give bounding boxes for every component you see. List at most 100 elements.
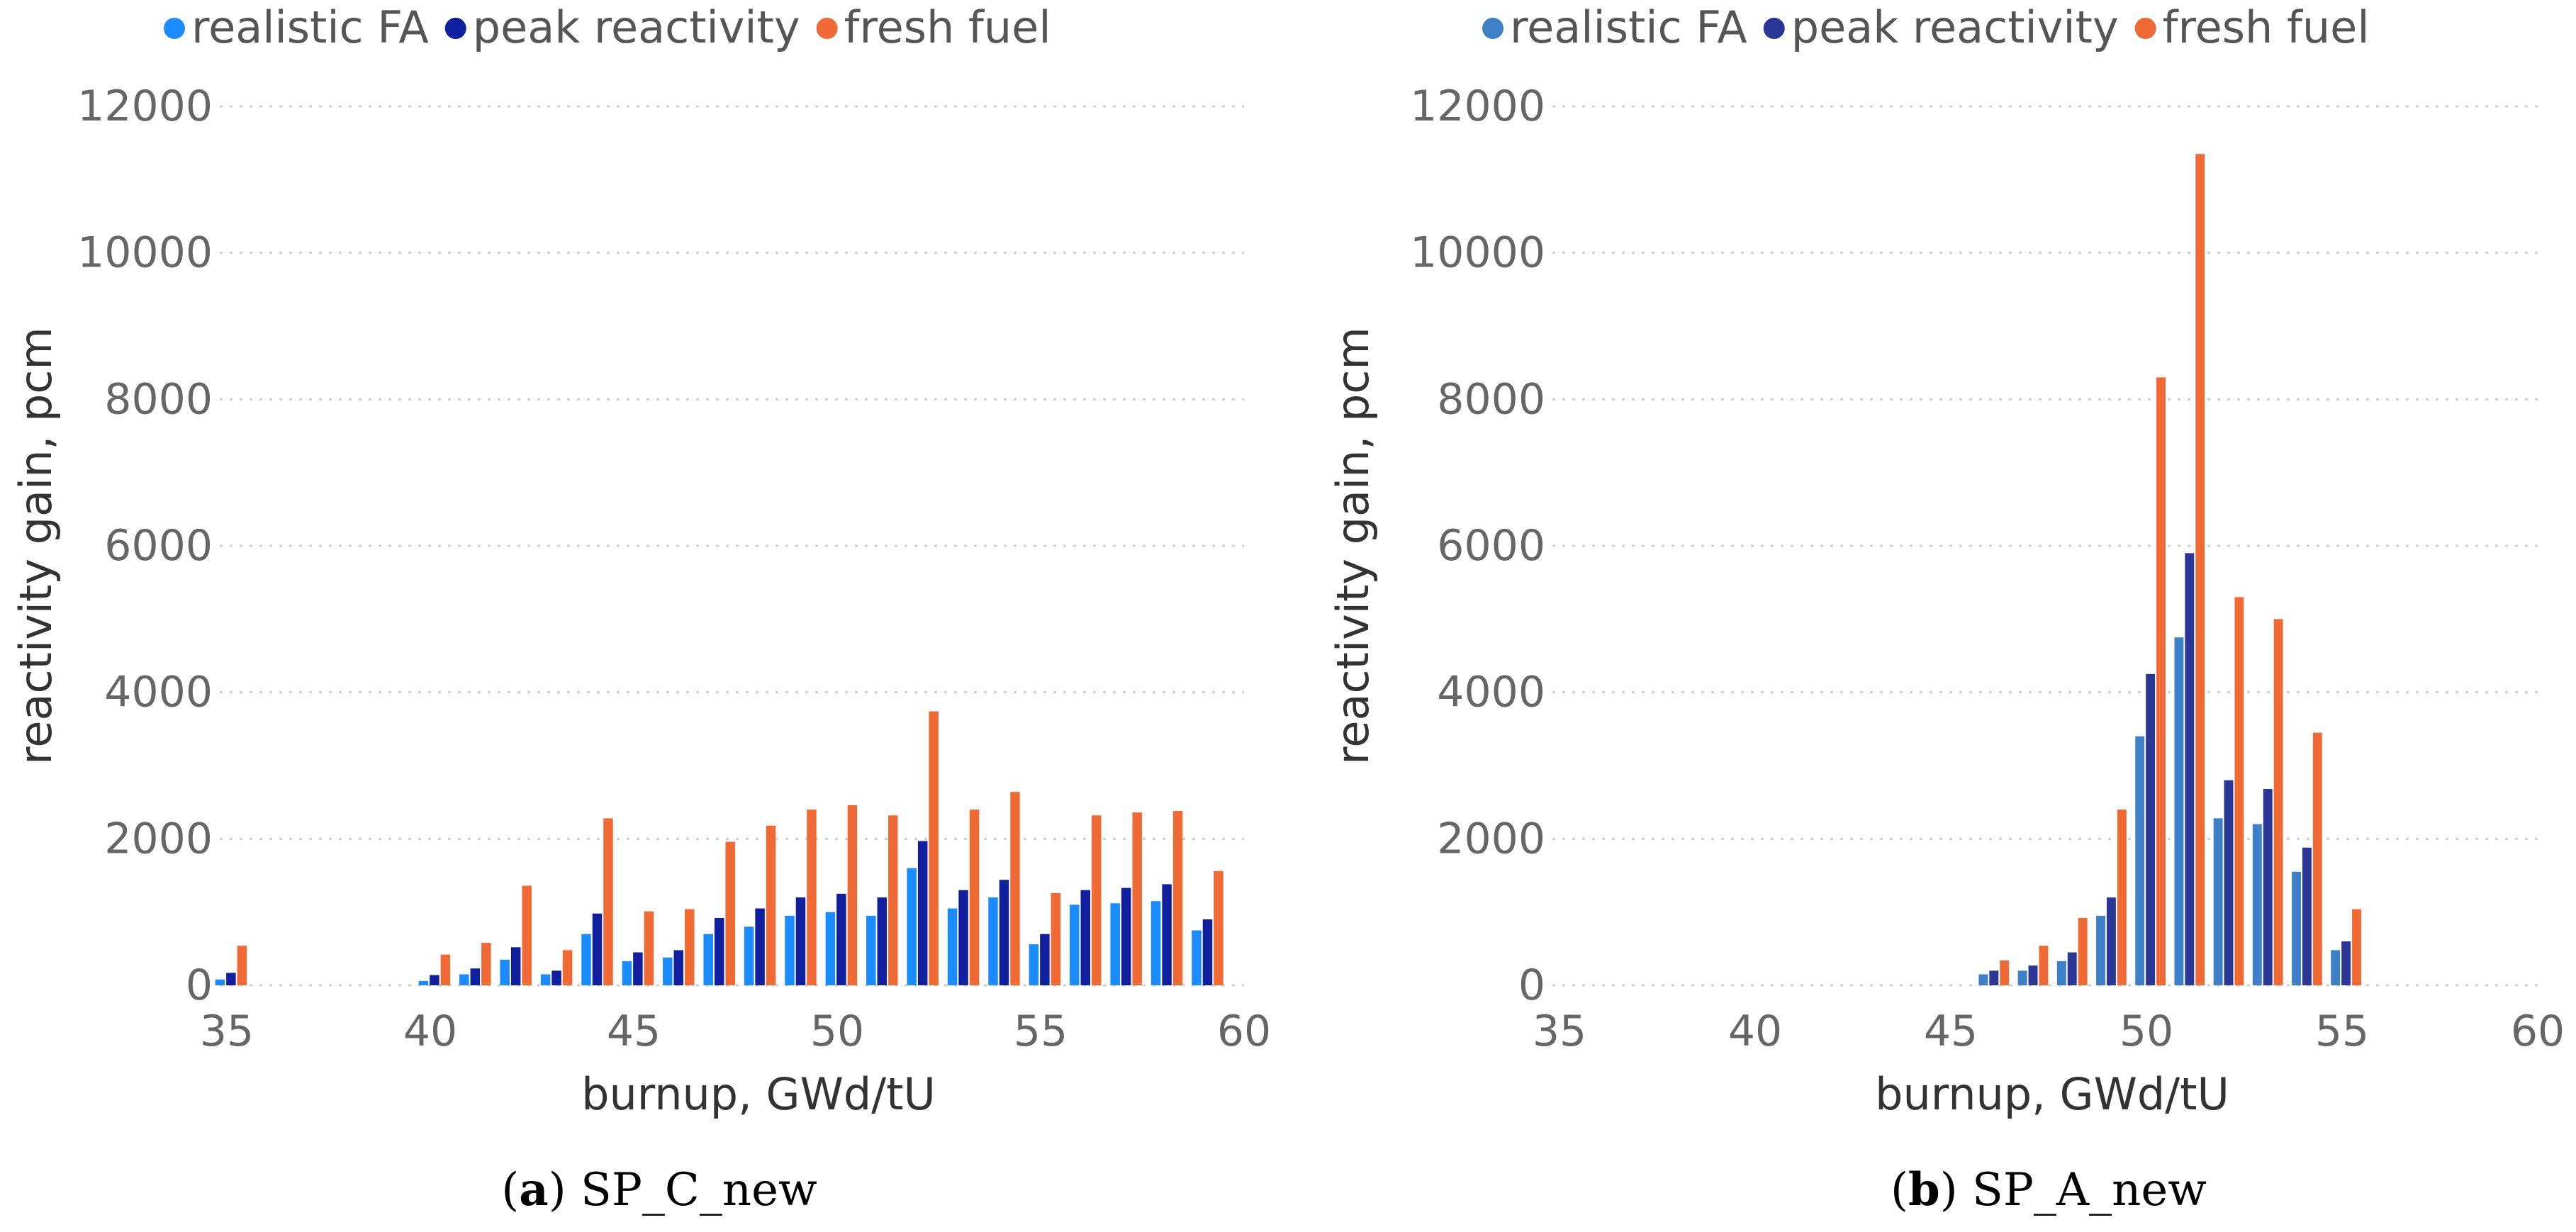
bar-fresh-fuel — [1172, 811, 1183, 985]
chart-panel-b: 0 2000 4000 6000 8000 10000 12000 35 40 45 50 55 60… — [1327, 1, 2565, 1216]
bar-peak-reactivity — [795, 897, 806, 985]
bar-peak-reactivity — [430, 975, 439, 985]
chart-panel-a: 0 2000 4000 6000 8000 10000 12000 35 40 45 50 55 60… — [10, 1, 1271, 1216]
bar-fresh-fuel — [969, 810, 980, 985]
bar-fresh-fuel — [2273, 619, 2283, 985]
grid-lines — [1552, 105, 2538, 987]
bar-realistic-fa — [2174, 637, 2184, 985]
legend-marker — [2134, 18, 2156, 39]
bar-peak-reactivity — [2146, 673, 2156, 985]
y-tick-label: 8000 — [104, 374, 213, 424]
bar-realistic-fa — [622, 961, 632, 985]
bar-fresh-fuel — [2352, 909, 2361, 985]
grid-lines — [220, 105, 1244, 987]
bar-realistic-fa — [1029, 944, 1039, 985]
y-tick-label: 2000 — [1437, 814, 1545, 863]
bar-realistic-fa — [2135, 736, 2145, 985]
bar-fresh-fuel — [2234, 597, 2244, 985]
bar-fresh-fuel — [1051, 892, 1061, 985]
x-tick-label: 55 — [2315, 1007, 2369, 1056]
legend: realistic FA peak reactivity fresh fuel — [164, 1, 1051, 53]
bar-realistic-fa — [2056, 961, 2066, 985]
x-tick-label: 45 — [607, 1007, 661, 1056]
bar-fresh-fuel — [440, 954, 451, 985]
bar-peak-reactivity — [1989, 970, 1999, 985]
bar-realistic-fa — [2213, 818, 2223, 985]
bar-realistic-fa — [703, 934, 713, 985]
y-tick-labels: 0 2000 4000 6000 8000 10000 12000 — [77, 82, 213, 1010]
bar-peak-reactivity — [2185, 553, 2195, 985]
bar-peak-reactivity — [958, 890, 968, 985]
caption: (b) SP_A_new — [1891, 1163, 2207, 1216]
caption-text: SP_A_new — [1972, 1164, 2207, 1216]
bar-realistic-fa — [1978, 974, 1988, 985]
x-tick-label: 45 — [1924, 1007, 1978, 1056]
bar-fresh-fuel — [2156, 377, 2166, 985]
bar-realistic-fa — [785, 915, 795, 985]
legend-marker — [1763, 18, 1785, 39]
bar-fresh-fuel — [2195, 154, 2205, 986]
y-axis-title: reactivity gain, pcm — [1327, 327, 1379, 765]
y-tick-label: 0 — [186, 961, 213, 1010]
bar-realistic-fa — [663, 957, 673, 985]
bar-realistic-fa — [2252, 824, 2262, 985]
bar-realistic-fa — [907, 868, 917, 985]
x-tick-label: 55 — [1014, 1007, 1068, 1056]
bar-peak-reactivity — [633, 952, 643, 985]
x-tick-label: 35 — [200, 1007, 254, 1056]
bar-peak-reactivity — [470, 968, 481, 985]
bar-peak-reactivity — [999, 880, 1009, 985]
bar-realistic-fa — [1150, 901, 1161, 985]
bar-realistic-fa — [500, 959, 510, 985]
bar-fresh-fuel — [237, 946, 247, 985]
legend-marker — [816, 18, 838, 39]
x-tick-label: 50 — [810, 1007, 864, 1056]
bar-realistic-fa — [2096, 915, 2105, 985]
bar-fresh-fuel — [807, 810, 817, 985]
bar-peak-reactivity — [1162, 884, 1172, 985]
bar-peak-reactivity — [2106, 897, 2116, 985]
caption-letter: b — [1908, 1163, 1940, 1216]
bar-fresh-fuel — [2000, 960, 2010, 985]
bar-fresh-fuel — [766, 825, 776, 985]
y-axis-title: reactivity gain, pcm — [10, 327, 62, 765]
y-tick-label: 0 — [1518, 961, 1545, 1010]
y-tick-label: 4000 — [1437, 668, 1545, 717]
bar-peak-reactivity — [2224, 780, 2234, 985]
y-tick-label: 2000 — [104, 814, 213, 863]
legend-marker — [1482, 18, 1503, 39]
bar-peak-reactivity — [2028, 965, 2038, 985]
legend-label: realistic FA — [191, 1, 429, 53]
bar-realistic-fa — [2017, 970, 2027, 985]
bar-fresh-fuel — [1092, 815, 1102, 985]
bar-realistic-fa — [1070, 905, 1080, 985]
bar-realistic-fa — [215, 979, 225, 985]
x-tick-label: 40 — [403, 1007, 457, 1056]
y-tick-label: 8000 — [1437, 374, 1545, 424]
bar-peak-reactivity — [592, 913, 603, 985]
bar-peak-reactivity — [1202, 919, 1213, 985]
legend-label: fresh fuel — [844, 1, 1051, 53]
bar-peak-reactivity — [510, 947, 521, 985]
legend-marker — [444, 18, 466, 39]
y-tick-label: 12000 — [1410, 82, 1545, 131]
legend-label: peak reactivity — [473, 1, 800, 53]
bar-fresh-fuel — [2312, 732, 2322, 985]
bar-fresh-fuel — [1214, 870, 1223, 985]
bar-fresh-fuel — [644, 911, 654, 985]
bar-realistic-fa — [2331, 950, 2341, 985]
bar-fresh-fuel — [725, 841, 735, 985]
bar-peak-reactivity — [673, 950, 684, 985]
bar-peak-reactivity — [714, 917, 724, 985]
bar-fresh-fuel — [685, 909, 695, 985]
y-tick-label: 6000 — [104, 521, 213, 571]
bar-realistic-fa — [540, 974, 551, 985]
bars — [1978, 154, 2361, 986]
bar-realistic-fa — [988, 897, 998, 985]
y-tick-label: 12000 — [77, 82, 213, 131]
bar-peak-reactivity — [1080, 890, 1091, 985]
caption-letter: a — [519, 1163, 548, 1216]
y-tick-label: 10000 — [1410, 228, 1545, 278]
bar-fresh-fuel — [1132, 812, 1142, 985]
